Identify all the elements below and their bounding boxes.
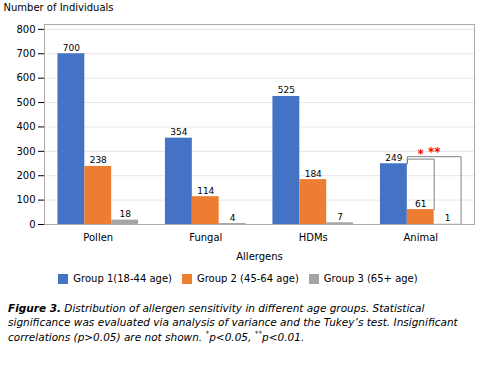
svg-text:4: 4 <box>230 213 236 223</box>
svg-text:200: 200 <box>16 170 35 181</box>
svg-text:500: 500 <box>16 97 35 108</box>
svg-text:Number of Individuals: Number of Individuals <box>4 2 114 13</box>
html-text:Group 1(18-44 age): Group 1(18-44 age) <box>73 273 172 284</box>
svg-text:Allergens: Allergens <box>236 251 283 262</box>
svg-text:184: 184 <box>305 169 322 179</box>
svg-text:1: 1 <box>445 213 451 223</box>
svg-text:700: 700 <box>16 48 35 59</box>
svg-text:700: 700 <box>63 43 80 53</box>
svg-text:238: 238 <box>90 155 107 165</box>
svg-text:Pollen: Pollen <box>83 232 113 243</box>
svg-text:7: 7 <box>337 212 343 222</box>
svg-text:525: 525 <box>278 85 295 95</box>
svg-text:600: 600 <box>16 72 35 83</box>
svg-text:354: 354 <box>170 127 187 137</box>
svg-text:300: 300 <box>16 146 35 157</box>
svg-text:114: 114 <box>197 186 214 196</box>
svg-text:**: ** <box>428 145 441 159</box>
html-text:Group 3 (65+ age): Group 3 (65+ age) <box>323 273 418 284</box>
svg-text:HDMs: HDMs <box>299 232 328 243</box>
html-text:Group 2 (45-64 age): Group 2 (45-64 age) <box>197 273 299 284</box>
svg-text:*: * <box>418 147 425 161</box>
svg-text:249: 249 <box>385 153 402 163</box>
html-text:Figure 3. Distribution of alle: Figure 3. Distribution of allergen sensi… <box>8 302 458 343</box>
svg-text:100: 100 <box>16 194 35 205</box>
svg-text:400: 400 <box>16 121 35 132</box>
svg-text:Fungal: Fungal <box>189 232 222 243</box>
svg-text:18: 18 <box>119 209 131 219</box>
svg-text:Animal: Animal <box>403 232 438 243</box>
svg-text:61: 61 <box>415 199 426 209</box>
svg-text:0: 0 <box>29 219 35 230</box>
svg-text:800: 800 <box>16 24 35 35</box>
